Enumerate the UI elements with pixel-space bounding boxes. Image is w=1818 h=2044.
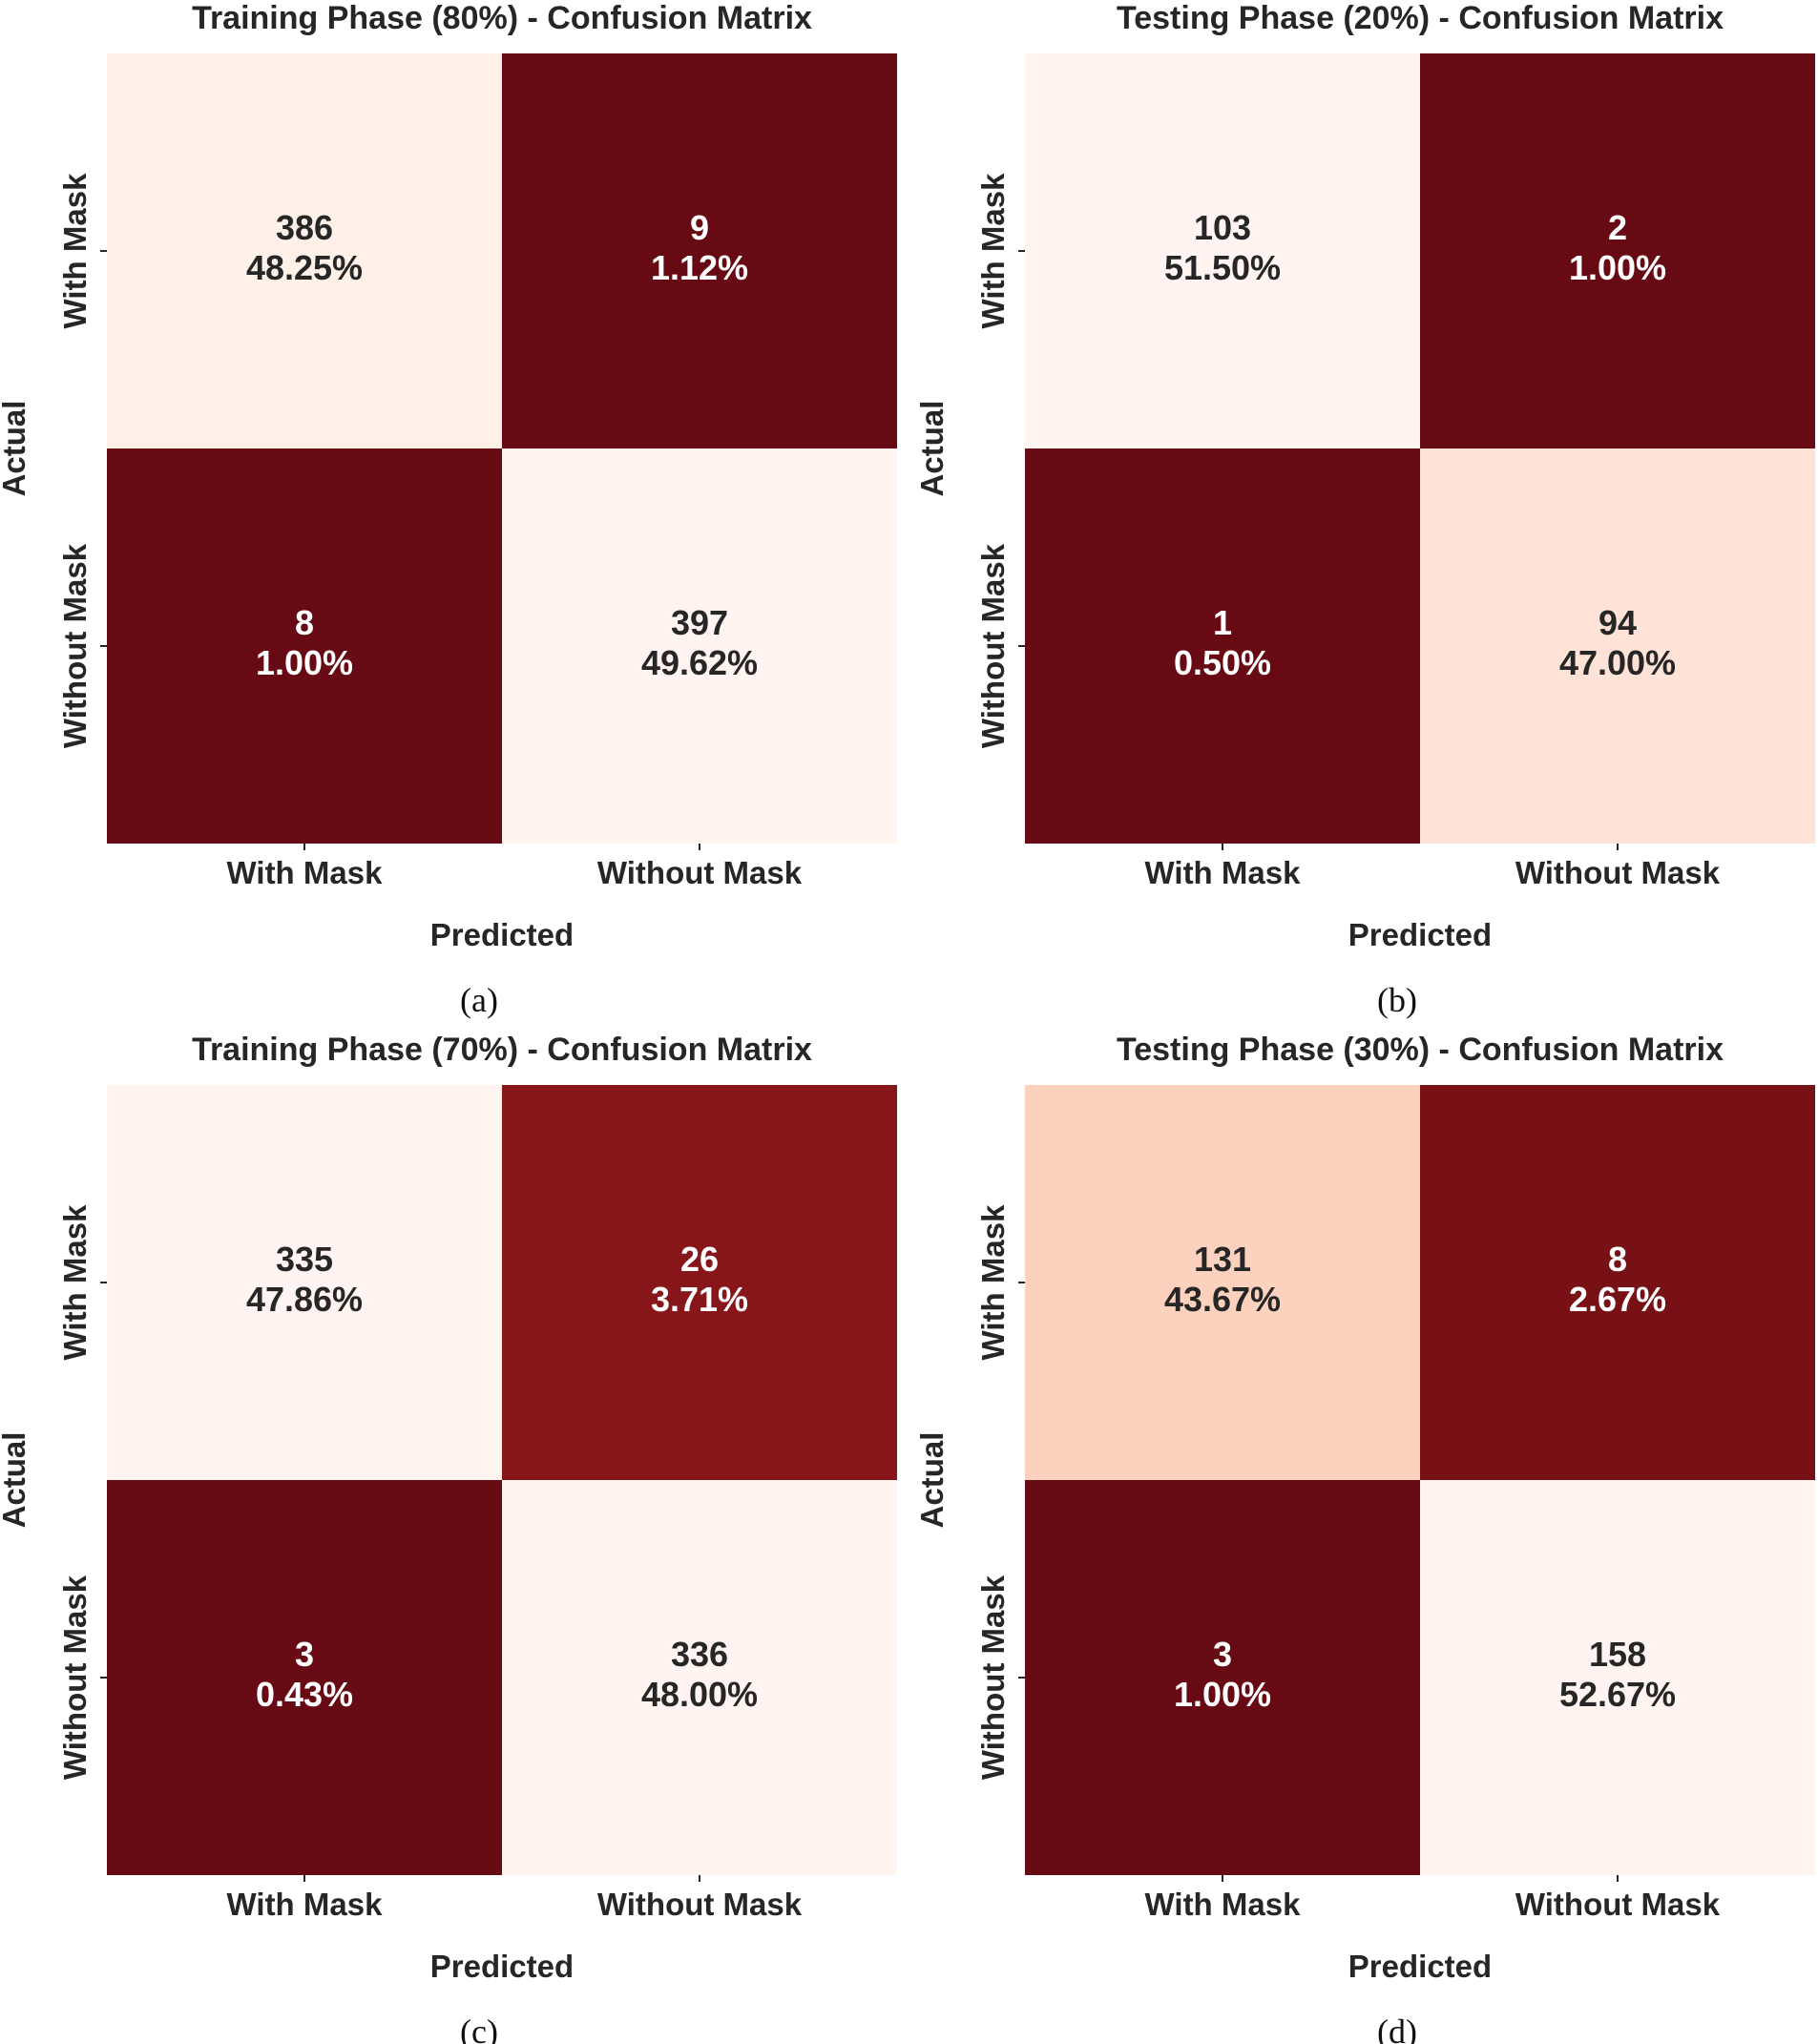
confusion-matrix-panel: Testing Phase (20%) - Confusion Matrix 10… (914, 0, 1815, 1019)
cell-count-label: 3 (1213, 1635, 1232, 1674)
cell-count-label: 336 (671, 1635, 728, 1674)
cell-percent-label: 1.00% (1569, 248, 1666, 287)
x-axis-label: Predicted (1348, 1949, 1492, 1984)
cell-count-label: 1 (1213, 603, 1232, 642)
cell-count-label: 335 (276, 1240, 333, 1279)
cell-count-label: 397 (671, 603, 728, 642)
cell-count-label: 131 (1194, 1240, 1251, 1279)
chart-title: Testing Phase (30%) - Confusion Matrix (1117, 1032, 1724, 1068)
cell-percent-label: 1.00% (256, 643, 353, 682)
heatmap-cell (1025, 448, 1420, 844)
x-axis-label: Predicted (1348, 917, 1492, 952)
y-tick-label: With Mask (975, 1204, 1011, 1361)
cell-count-label: 9 (690, 208, 709, 247)
panel-caption: (c) (460, 2013, 498, 2044)
y-axis-label: Actual (914, 401, 950, 497)
cell-count-label: 103 (1194, 208, 1251, 247)
heatmap-cell (1420, 448, 1815, 844)
heatmap-cell (502, 448, 897, 844)
panel-caption: (d) (1377, 2013, 1417, 2044)
heatmap-cell (1025, 53, 1420, 448)
y-axis-label: Actual (914, 1432, 950, 1529)
heatmap-cell (1025, 1085, 1420, 1480)
cell-percent-label: 48.25% (246, 248, 363, 287)
x-axis-label: Predicted (430, 1949, 574, 1984)
x-axis-label: Predicted (430, 917, 574, 952)
cell-percent-label: 52.67% (1559, 1675, 1676, 1714)
x-tick-label: Without Mask (597, 1887, 803, 1922)
cell-percent-label: 0.43% (256, 1675, 353, 1714)
y-tick-label: With Mask (57, 1204, 93, 1361)
heatmap-cell (1420, 1085, 1815, 1480)
cell-count-label: 26 (680, 1240, 719, 1279)
heatmap-cell (502, 1085, 897, 1480)
y-tick-label: Without Mask (975, 1575, 1011, 1780)
cell-count-label: 3 (295, 1635, 314, 1674)
heatmap-cell (107, 1480, 502, 1875)
panel-caption: (b) (1377, 981, 1417, 1019)
x-tick-label: With Mask (1145, 1887, 1302, 1922)
heatmap-cell (502, 53, 897, 448)
y-tick-label: Without Mask (57, 543, 93, 748)
cell-percent-label: 1.00% (1174, 1675, 1271, 1714)
chart-title: Testing Phase (20%) - Confusion Matrix (1117, 0, 1724, 36)
cell-percent-label: 49.62% (641, 643, 758, 682)
heatmap-cell (107, 448, 502, 844)
cell-count-label: 94 (1599, 603, 1637, 642)
x-tick-label: Without Mask (1515, 855, 1721, 890)
cell-percent-label: 3.71% (651, 1280, 748, 1319)
cell-percent-label: 47.00% (1559, 643, 1676, 682)
cell-count-label: 386 (276, 208, 333, 247)
heatmap-cell (502, 1480, 897, 1875)
cell-percent-label: 0.50% (1174, 643, 1271, 682)
cell-percent-label: 48.00% (641, 1675, 758, 1714)
panel-caption: (a) (460, 981, 498, 1019)
confusion-matrix-panel: Testing Phase (30%) - Confusion Matrix 13… (914, 1032, 1815, 2044)
y-axis-label: Actual (0, 401, 31, 497)
heatmap-cell (1420, 53, 1815, 448)
x-tick-label: Without Mask (1515, 1887, 1721, 1922)
heatmap-cell (107, 53, 502, 448)
chart-title: Training Phase (70%) - Confusion Matrix (192, 1032, 812, 1068)
cell-percent-label: 1.12% (651, 248, 748, 287)
heatmap-cell (107, 1085, 502, 1480)
heatmap-cell (1025, 1480, 1420, 1875)
cell-count-label: 8 (295, 603, 314, 642)
x-tick-label: Without Mask (597, 855, 803, 890)
y-tick-label: With Mask (975, 173, 1011, 329)
cell-count-label: 2 (1608, 208, 1627, 247)
cell-count-label: 158 (1589, 1635, 1646, 1674)
confusion-matrix-panel: Training Phase (70%) - Confusion Matrix 3… (0, 1032, 897, 2044)
cell-percent-label: 51.50% (1164, 248, 1281, 287)
cell-percent-label: 43.67% (1164, 1280, 1281, 1319)
y-tick-label: With Mask (57, 173, 93, 329)
x-tick-label: With Mask (227, 1887, 384, 1922)
cell-percent-label: 2.67% (1569, 1280, 1666, 1319)
x-tick-label: With Mask (1145, 855, 1302, 890)
heatmap-cell (1420, 1480, 1815, 1875)
y-tick-label: Without Mask (57, 1575, 93, 1780)
x-tick-label: With Mask (227, 855, 384, 890)
chart-title: Training Phase (80%) - Confusion Matrix (192, 0, 812, 36)
confusion-matrix-panel: Training Phase (80%) - Confusion Matrix 3… (0, 0, 897, 1019)
cell-percent-label: 47.86% (246, 1280, 363, 1319)
y-axis-label: Actual (0, 1432, 31, 1529)
cell-count-label: 8 (1608, 1240, 1627, 1279)
y-tick-label: Without Mask (975, 543, 1011, 748)
